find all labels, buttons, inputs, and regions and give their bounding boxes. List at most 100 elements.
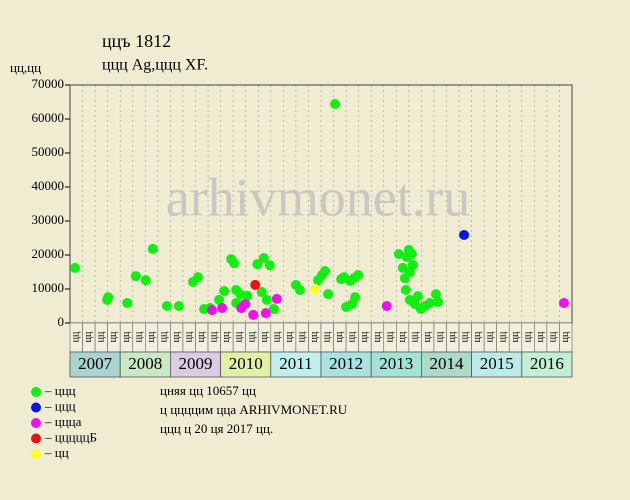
- quarter-label: цц: [146, 331, 157, 342]
- year-label: 2013: [379, 354, 413, 373]
- legend-marker: [31, 402, 41, 413]
- chart-subtitle: ццц Ag,ццц XF.: [102, 57, 208, 74]
- quarter-label: цц: [259, 331, 270, 342]
- quarter-label: цц: [108, 331, 119, 342]
- quarter-label: цц: [121, 331, 132, 342]
- y-tick-label: 60000: [32, 110, 65, 125]
- point: [256, 287, 267, 298]
- quarter-label: цц: [221, 331, 232, 342]
- point: [309, 284, 320, 294]
- quarter-label: цц: [133, 331, 144, 342]
- quarter-label: цц: [196, 331, 207, 342]
- y-axis-label: цц,цц: [10, 60, 41, 75]
- quarter-label: цц: [535, 331, 546, 342]
- point: [207, 305, 218, 316]
- y-tick-label: 30000: [32, 212, 65, 227]
- point: [412, 291, 423, 302]
- point: [248, 309, 259, 320]
- legend-label: – цц: [44, 445, 69, 460]
- point: [406, 248, 417, 259]
- point: [219, 286, 230, 297]
- year-label: 2008: [128, 354, 162, 373]
- quarter-label: цц: [497, 331, 508, 342]
- quarter-label: цц: [447, 331, 458, 342]
- point: [240, 298, 251, 309]
- legend-marker: [31, 433, 41, 444]
- point: [268, 304, 279, 315]
- point: [161, 301, 172, 311]
- quarter-label: цц: [510, 331, 521, 342]
- point: [264, 260, 275, 271]
- year-label: 2009: [179, 354, 213, 373]
- point: [103, 292, 114, 303]
- point: [260, 308, 271, 319]
- point: [140, 275, 151, 286]
- point: [147, 243, 158, 254]
- point: [558, 297, 569, 308]
- year-label: 2015: [480, 354, 514, 373]
- note: ц ццццим цца ARHIVMONET.RU: [160, 402, 348, 417]
- quarter-label: цц: [284, 331, 295, 342]
- quarter-label: цц: [322, 331, 333, 342]
- legend-marker: [31, 387, 41, 397]
- quarter-label: цц: [209, 331, 220, 342]
- year-cell: [169, 351, 221, 378]
- point: [252, 259, 263, 270]
- point: [400, 285, 411, 296]
- point: [229, 258, 240, 269]
- legend-label: – ццца: [44, 414, 82, 429]
- note: ццц ц 20 ця 2017 цц.: [160, 421, 273, 436]
- point: [173, 301, 184, 311]
- point: [258, 253, 269, 264]
- point: [381, 301, 392, 311]
- year-cell: [370, 351, 422, 378]
- quarter-label: цц: [472, 331, 483, 342]
- quarter-label: цц: [271, 331, 282, 342]
- quarter-label: цц: [83, 331, 94, 342]
- year-label: 2007: [78, 354, 113, 373]
- year-label: 2014: [430, 354, 465, 373]
- point: [250, 279, 261, 290]
- point: [404, 267, 415, 277]
- quarter-label: цц: [158, 331, 169, 342]
- y-tick-label: 10000: [32, 280, 65, 295]
- point: [430, 289, 441, 300]
- point: [393, 248, 404, 259]
- point: [330, 99, 341, 110]
- y-tick-label: 50000: [32, 144, 65, 159]
- legend-label: – ццц: [44, 398, 76, 413]
- quarter-label: цц: [96, 331, 107, 342]
- quarter-label: цц: [372, 331, 383, 342]
- year-cell: [69, 351, 121, 378]
- quarter-label: цц: [359, 331, 370, 342]
- chart-title: ццъ 1812: [102, 31, 171, 51]
- quarter-label: цц: [460, 331, 471, 342]
- legend-label: – ццц: [44, 383, 76, 398]
- quarter-label: цц: [246, 331, 257, 342]
- point: [70, 262, 81, 273]
- quarter-label: цц: [234, 331, 245, 342]
- point: [130, 271, 141, 282]
- point: [261, 294, 272, 305]
- point: [459, 229, 470, 240]
- quarter-label: цц: [547, 331, 558, 342]
- note: цняя цц 10657 цц: [160, 383, 256, 398]
- quarter-label: цц: [560, 331, 571, 342]
- point: [320, 265, 331, 276]
- point: [350, 292, 361, 303]
- point: [353, 270, 364, 281]
- year-label: 2011: [279, 354, 312, 373]
- year-cell: [471, 351, 523, 378]
- point: [217, 303, 228, 314]
- point: [294, 285, 305, 296]
- y-tick-label: 70000: [32, 76, 65, 91]
- quarter-label: цц: [296, 331, 307, 342]
- point: [424, 297, 435, 308]
- point: [242, 290, 253, 301]
- quarter-label: цц: [522, 331, 533, 342]
- year-label: 2010: [229, 354, 263, 373]
- quarter-label: цц: [435, 331, 446, 342]
- y-tick-label: 20000: [32, 246, 65, 261]
- year-cell: [270, 351, 322, 378]
